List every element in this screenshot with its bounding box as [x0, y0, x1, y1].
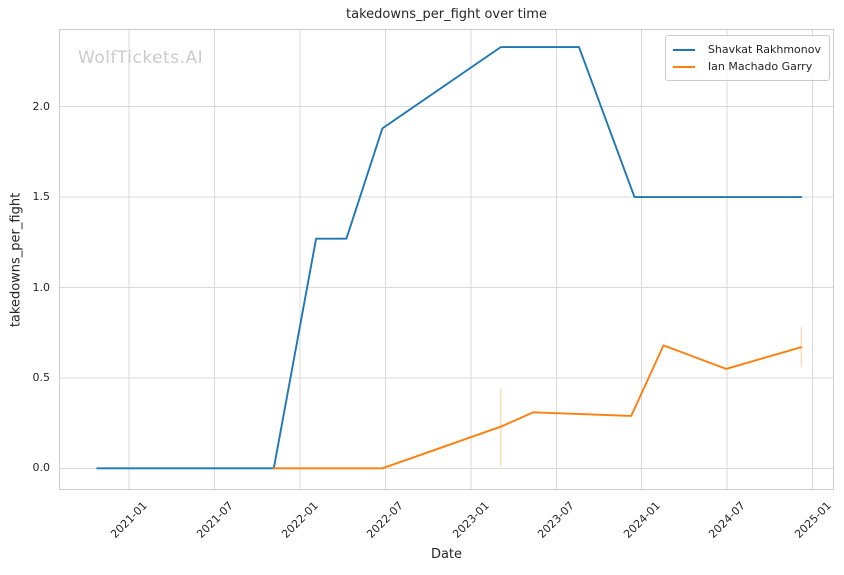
legend-item-ian-machado-garry: Ian Machado Garry — [672, 58, 821, 75]
plot-border — [59, 29, 834, 490]
x-tick-label: 2022-07 — [364, 499, 407, 541]
watermark: WolfTickets.AI — [78, 48, 204, 68]
x-tick-label: 2023-01 — [449, 499, 492, 541]
legend-line-swatch-blue — [672, 48, 695, 51]
legend-label-shavkat-rakhmonov: Shavkat Rakhmonov — [707, 43, 821, 56]
legend: Shavkat Rakhmonov Ian Machado Garry — [664, 35, 830, 81]
x-tick-label: 2021-07 — [193, 499, 236, 541]
legend-line-swatch-orange — [672, 65, 695, 68]
y-tick-label: 2.0 — [32, 99, 51, 113]
x-tick-label: 2025-01 — [791, 499, 834, 541]
x-tick-label: 2024-01 — [620, 499, 663, 541]
x-tick-label: 2023-07 — [535, 499, 578, 541]
chart-canvas — [59, 29, 834, 490]
y-tick-label: 1.5 — [32, 190, 51, 204]
y-tick-label: 1.0 — [32, 280, 51, 294]
x-tick-label: 2022-01 — [279, 499, 321, 541]
y-tick-label: 0.5 — [32, 370, 51, 384]
series-line-1 — [272, 344, 803, 470]
plot-area: WolfTickets.AI Shavkat Rakhmonov Ian Mac… — [59, 29, 834, 490]
y-axis-label: takedowns_per_fight — [8, 192, 24, 328]
chart-title: takedowns_per_fight over time — [346, 7, 547, 22]
x-tick-label: 2021-01 — [108, 499, 150, 541]
x-axis-label: Date — [430, 547, 463, 562]
series-line-0 — [96, 46, 803, 470]
legend-label-ian-machado-garry: Ian Machado Garry — [707, 60, 813, 73]
legend-item-shavkat-rakhmonov: Shavkat Rakhmonov — [672, 41, 821, 58]
x-tick-label: 2024-07 — [706, 499, 749, 541]
y-tick-label: 0.0 — [32, 461, 51, 475]
